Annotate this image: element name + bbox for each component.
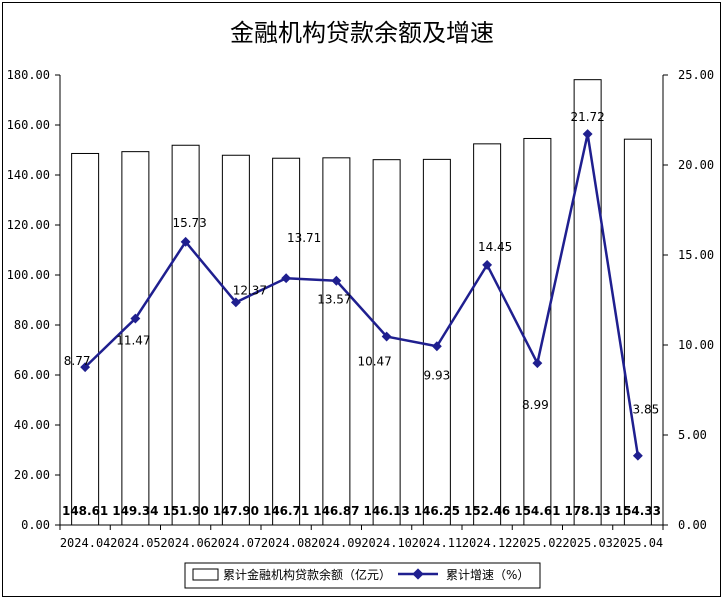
- left-tick-label: 80.00: [14, 318, 50, 332]
- legend-line-label: 累计增速（%）: [446, 568, 529, 582]
- bar: [71, 152, 100, 526]
- line-data-label: 8.77: [64, 354, 91, 368]
- x-tick-label: 2024.12: [462, 536, 513, 550]
- x-tick-label: 2025.03: [562, 536, 613, 550]
- left-tick-label: 120.00: [7, 218, 50, 232]
- line-marker: [381, 331, 392, 342]
- line-data-label: 11.47: [116, 334, 150, 348]
- line-marker: [281, 273, 292, 284]
- line-data-label: 15.73: [172, 216, 206, 230]
- bar: [372, 159, 401, 526]
- legend-bar-label: 累计金融机构贷款余额（亿元）: [223, 567, 391, 582]
- line-data-label: 13.57: [317, 293, 351, 307]
- left-tick-label: 140.00: [7, 168, 50, 182]
- line-data-label: 9.93: [424, 368, 451, 382]
- right-tick-label: 10.00: [678, 338, 714, 352]
- bar-data-label: 146.87: [313, 504, 359, 518]
- x-tick-label: 2024.11: [412, 536, 463, 550]
- line-marker: [230, 297, 241, 308]
- line-data-label: 8.99: [522, 398, 549, 412]
- bar-data-label: 154.33: [615, 504, 661, 518]
- right-tick-label: 25.00: [678, 68, 714, 82]
- right-tick-label: 15.00: [678, 248, 714, 262]
- x-tick-label: 2024.04: [60, 536, 111, 550]
- line-data-label: 21.72: [570, 110, 604, 124]
- x-tick-label: 2024.08: [261, 536, 312, 550]
- right-tick-label: 5.00: [678, 428, 707, 442]
- bar-data-label: 147.90: [213, 504, 259, 518]
- bar: [322, 157, 351, 526]
- line-marker: [482, 259, 493, 270]
- left-tick-label: 40.00: [14, 418, 50, 432]
- plot-area: 0.00 20.00 40.00 60.00 80.00 100.00 120.00 140.…: [7, 68, 714, 550]
- line-data-label: 12.37: [233, 283, 267, 297]
- line-data-label: 10.47: [357, 355, 391, 369]
- right-tick-label: 20.00: [678, 158, 714, 172]
- bar: [623, 138, 652, 526]
- line-data-label: 3.85: [633, 403, 660, 417]
- bar-data-label: 146.71: [263, 504, 309, 518]
- bar-data-label: 151.90: [162, 504, 208, 518]
- legend-line-marker: [412, 568, 424, 580]
- x-tick-label: 2024.09: [311, 536, 362, 550]
- x-tick-label: 2025.02: [512, 536, 563, 550]
- line-marker: [632, 450, 643, 461]
- bar-data-label: 146.25: [414, 504, 460, 518]
- line-marker: [431, 341, 442, 352]
- bar: [573, 79, 602, 526]
- right-tick-label: 0.00: [678, 518, 707, 532]
- bar-data-label: 149.34: [112, 504, 158, 518]
- line-marker: [582, 129, 593, 139]
- x-tick-label: 2024.07: [211, 536, 262, 550]
- left-tick-label: 180.00: [7, 68, 50, 82]
- bar: [121, 151, 150, 526]
- bar-data-label: 152.46: [464, 504, 510, 518]
- line-marker: [532, 358, 543, 369]
- left-tick-label: 160.00: [7, 118, 50, 132]
- line-marker: [180, 236, 191, 247]
- bar-data-label: 146.13: [363, 504, 409, 518]
- x-tick-label: 2024.05: [110, 536, 161, 550]
- line-marker: [130, 313, 141, 324]
- x-tick-label: 2025.04: [613, 536, 664, 550]
- bar-data-label: 154.61: [514, 504, 560, 518]
- bar-data-label: 148.61: [62, 504, 108, 518]
- left-tick-label: 20.00: [14, 468, 50, 482]
- left-tick-label: 100.00: [7, 268, 50, 282]
- left-tick-label: 60.00: [14, 368, 50, 382]
- line-data-label: 13.71: [287, 231, 321, 245]
- bar-data-label: 178.13: [564, 504, 610, 518]
- bar: [171, 144, 200, 526]
- line-marker: [331, 275, 342, 286]
- line-data-label: 14.45: [478, 240, 512, 254]
- bar: [221, 154, 250, 526]
- legend-box: [184, 562, 541, 589]
- bar: [473, 143, 502, 526]
- legend-bar-swatch: [192, 568, 219, 581]
- growth-line: [84, 132, 640, 456]
- bar: [272, 157, 301, 526]
- x-tick-label: 2024.06: [160, 536, 211, 550]
- x-tick-label: 2024.10: [361, 536, 412, 550]
- bar: [523, 137, 552, 526]
- left-tick-label: 0.00: [21, 518, 50, 532]
- legend: 累计金融机构贷款余额（亿元） 累计增速（%）: [184, 562, 541, 589]
- chart-title: 金融机构贷款余额及增速: [230, 19, 494, 47]
